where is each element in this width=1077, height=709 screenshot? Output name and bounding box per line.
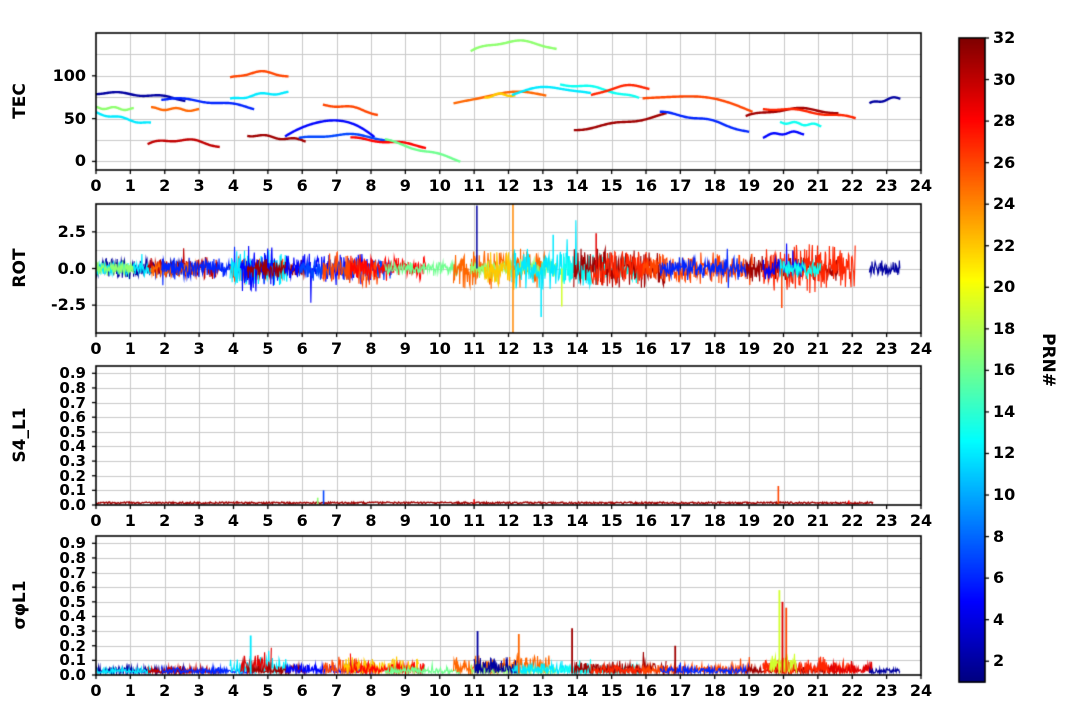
chart-canvas [0,0,1077,709]
figure-root: 20150520 Site=1003 NYA2 TEC ROT S4_L1 σφ… [0,0,1077,709]
